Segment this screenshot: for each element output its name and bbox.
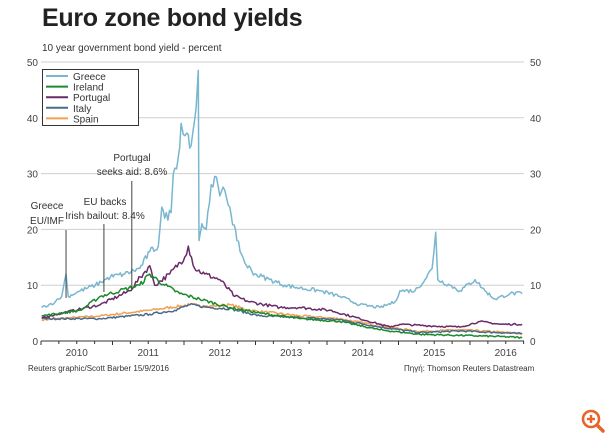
- chart-title: Euro zone bond yields: [42, 4, 303, 32]
- annotation-text: EU/IMF: [30, 216, 64, 227]
- legend-label: Spain: [73, 114, 99, 125]
- y-tick-label-left: 10: [27, 281, 39, 292]
- y-tick-label-right: 50: [530, 58, 542, 69]
- series-line-ireland: [41, 273, 523, 339]
- y-tick-label-right: 30: [530, 170, 542, 181]
- annotation-text: EU backs: [84, 197, 127, 208]
- series-line-portugal: [41, 245, 523, 329]
- x-tick-label: 2010: [66, 348, 89, 359]
- y-tick-label-left: 30: [27, 170, 39, 181]
- x-tick-label: 2014: [352, 348, 375, 359]
- y-tick-label-left: 20: [27, 225, 39, 236]
- x-tick-label: 2012: [209, 348, 232, 359]
- annotation-text: seeks aid: 8.6%: [97, 167, 168, 178]
- series-line-greece: [41, 69, 523, 309]
- chart-subtitle: 10 year government bond yield - percent: [42, 43, 222, 54]
- y-tick-label-right: 0: [530, 337, 536, 348]
- annotation-text: Portugal: [113, 153, 150, 164]
- zoom-in-icon[interactable]: [580, 408, 606, 434]
- x-tick-label: 2013: [280, 348, 303, 359]
- y-tick-label-right: 20: [530, 225, 542, 236]
- y-tick-label-left: 0: [32, 337, 38, 348]
- legend-label: Italy: [73, 104, 91, 115]
- series-line-spain: [41, 302, 523, 335]
- source-text: Πηγή: Thomson Reuters Datastream: [404, 364, 535, 373]
- annotation-text: Irish bailout: 8.4%: [65, 211, 145, 222]
- x-tick-label: 2016: [495, 348, 518, 359]
- y-tick-label-right: 40: [530, 114, 542, 125]
- x-tick-label: 2015: [423, 348, 446, 359]
- credit-text: Reuters graphic/Scott Barber 15/9/2016: [28, 364, 169, 373]
- y-tick-label-right: 10: [530, 281, 542, 292]
- legend-label: Greece: [73, 72, 106, 83]
- y-tick-label-left: 50: [27, 58, 39, 69]
- series-line-italy: [41, 302, 523, 335]
- annotation-text: Greece: [31, 201, 64, 212]
- x-tick-label: 2011: [137, 348, 159, 359]
- legend-label: Portugal: [73, 93, 110, 104]
- legend-label: Ireland: [73, 83, 104, 94]
- y-tick-label-left: 40: [27, 114, 39, 125]
